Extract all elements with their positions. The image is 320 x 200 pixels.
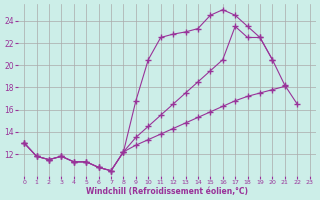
X-axis label: Windchill (Refroidissement éolien,°C): Windchill (Refroidissement éolien,°C) bbox=[86, 187, 248, 196]
